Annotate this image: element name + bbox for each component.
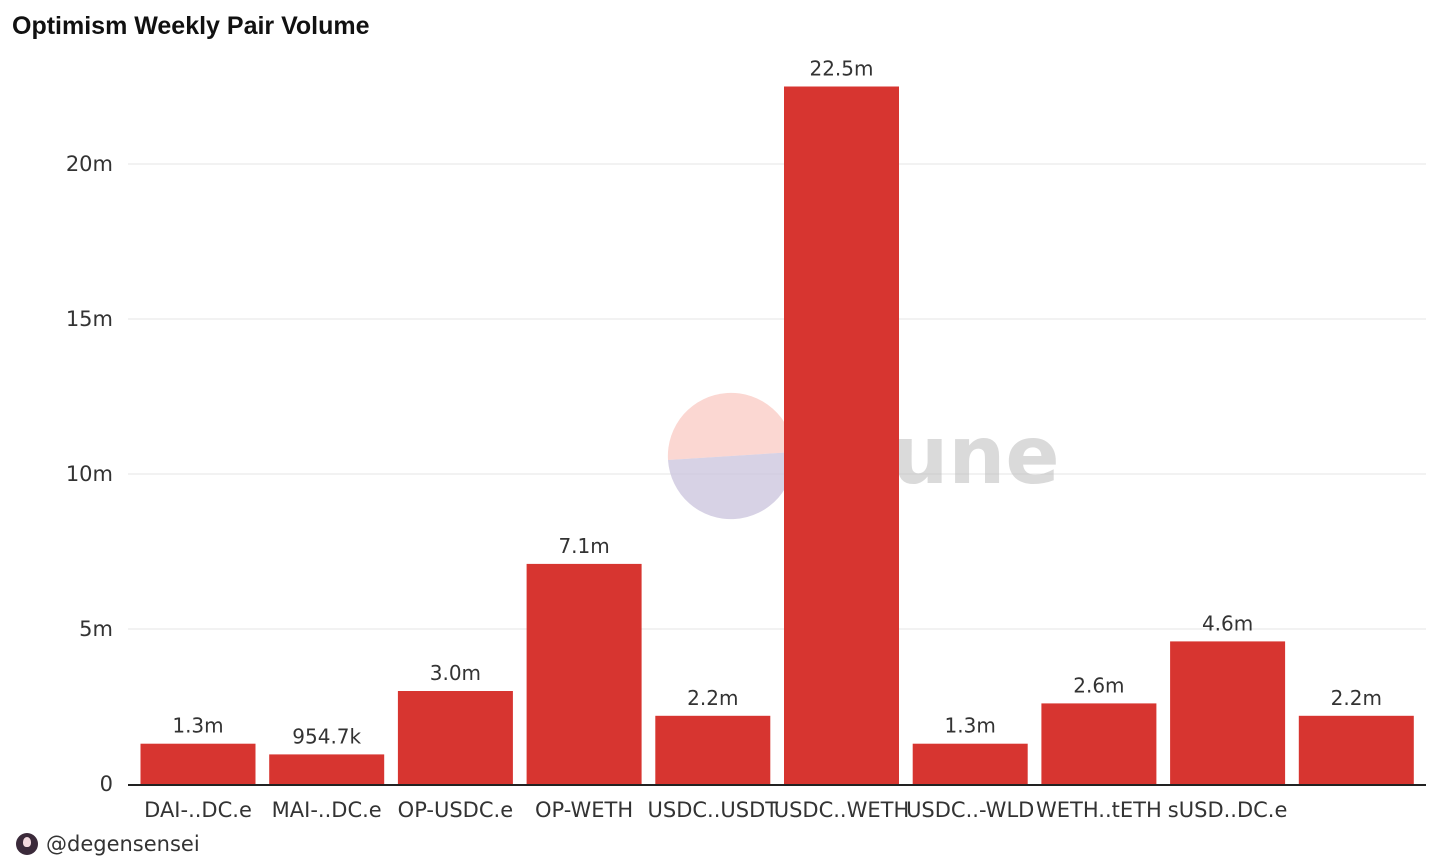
y-tick-label: 10m <box>66 462 113 486</box>
category-label: USDC..WETH <box>774 798 910 822</box>
grid-lines <box>128 163 1426 630</box>
data-label: 1.3m <box>945 714 996 738</box>
bars <box>140 86 1414 784</box>
bar <box>784 86 899 784</box>
category-label: OP-USDC.e <box>398 798 513 822</box>
bar <box>397 691 513 784</box>
y-tick-label: 15m <box>66 307 113 331</box>
bar <box>526 563 642 784</box>
category-label: USDC..USDT <box>648 798 779 822</box>
y-axis-ticks: 0 5m 10m 15m 20m <box>66 152 113 796</box>
y-tick-label: 20m <box>66 152 113 176</box>
category-label: MAI-..DC.e <box>272 798 382 822</box>
category-label: DAI-..DC.e <box>144 798 252 822</box>
data-label: 2.2m <box>1331 686 1382 710</box>
data-label: 2.2m <box>687 686 738 710</box>
bar <box>269 754 385 784</box>
x-axis-categories: DAI-..DC.e MAI-..DC.e OP-USDC.e OP-WETH USDC… <box>144 798 1287 822</box>
bar <box>1298 715 1414 784</box>
data-labels: 1.3m 954.7k 3.0m 7.1m 2.2m 22.5m 1.3m 2.6m 4.6m 2… <box>172 57 1382 749</box>
data-label: 3.0m <box>430 661 481 685</box>
footer: @degensensei <box>16 832 200 856</box>
bar <box>655 715 771 784</box>
bar <box>140 743 256 784</box>
category-label: WETH..tETH <box>1036 798 1162 822</box>
category-label: sUSD..DC.e <box>1168 798 1288 822</box>
category-label: USDC..-WLD <box>906 798 1034 822</box>
data-label: 1.3m <box>172 714 223 738</box>
data-label: 954.7k <box>292 724 361 748</box>
data-label: 2.6m <box>1073 673 1124 697</box>
bar <box>1170 641 1286 784</box>
data-label: 4.6m <box>1202 611 1253 635</box>
bar <box>912 743 1028 784</box>
avatar-icon <box>16 833 38 855</box>
dune-logo-icon <box>667 392 795 520</box>
y-tick-label: 0 <box>100 772 113 796</box>
data-label: 22.5m <box>809 57 873 81</box>
y-tick-label: 5m <box>79 617 113 641</box>
data-label: 7.1m <box>558 534 609 558</box>
category-label: OP-WETH <box>535 798 633 822</box>
chart-title: Optimism Weekly Pair Volume <box>12 12 370 40</box>
bar <box>1041 703 1157 784</box>
footer-handle: @degensensei <box>46 832 200 856</box>
